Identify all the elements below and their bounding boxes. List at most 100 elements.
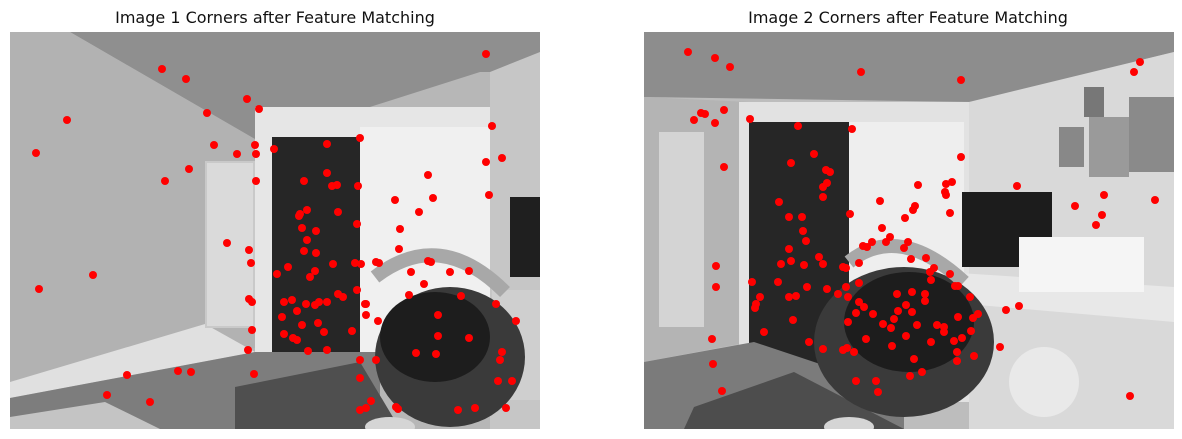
panel-title: Image 1 Corners after Feature Matching bbox=[115, 8, 435, 27]
keypoint-marker bbox=[900, 244, 908, 252]
keypoint-marker bbox=[244, 346, 252, 354]
keypoint-marker bbox=[798, 213, 806, 221]
keypoint-marker bbox=[362, 311, 370, 319]
keypoint-marker bbox=[123, 371, 131, 379]
keypoint-marker bbox=[312, 227, 320, 235]
keypoint-marker bbox=[203, 109, 211, 117]
keypoint-marker bbox=[333, 181, 341, 189]
keypoint-marker bbox=[785, 245, 793, 253]
keypoint-marker bbox=[492, 300, 500, 308]
keypoint-marker bbox=[908, 288, 916, 296]
keypoint-marker bbox=[712, 283, 720, 291]
keypoint-marker bbox=[785, 213, 793, 221]
keypoint-marker bbox=[878, 224, 886, 232]
keypoint-marker bbox=[508, 377, 516, 385]
keypoint-marker bbox=[255, 105, 263, 113]
keypoint-marker bbox=[465, 267, 473, 275]
keypoint-marker bbox=[711, 119, 719, 127]
keypoint-marker bbox=[432, 350, 440, 358]
keypoint-marker bbox=[718, 387, 726, 395]
keypoint-marker bbox=[374, 317, 382, 325]
keypoint-marker bbox=[954, 282, 962, 290]
keypoint-marker bbox=[802, 237, 810, 245]
keypoint-marker bbox=[498, 348, 506, 356]
keypoint-marker bbox=[420, 280, 428, 288]
keypoint-marker bbox=[862, 335, 870, 343]
keypoint-marker bbox=[252, 150, 260, 158]
keypoint-marker bbox=[361, 300, 369, 308]
keypoint-marker bbox=[819, 193, 827, 201]
keypoint-marker bbox=[312, 249, 320, 257]
keypoint-marker bbox=[482, 158, 490, 166]
keypoint-marker bbox=[424, 171, 432, 179]
keypoint-marker bbox=[248, 298, 256, 306]
keypoint-marker bbox=[293, 307, 301, 315]
keypoint-marker bbox=[223, 239, 231, 247]
keypoint-marker bbox=[855, 259, 863, 267]
keypoint-marker bbox=[950, 337, 958, 345]
keypoint-marker bbox=[711, 54, 719, 62]
keypoint-marker bbox=[250, 370, 258, 378]
keypoint-marker bbox=[465, 334, 473, 342]
keypoint-marker bbox=[748, 278, 756, 286]
keypoint-marker bbox=[852, 309, 860, 317]
keypoint-marker bbox=[907, 255, 915, 263]
keypoint-marker bbox=[471, 404, 479, 412]
keypoint-marker bbox=[273, 270, 281, 278]
keypoint-marker bbox=[751, 304, 759, 312]
keypoint-marker bbox=[948, 178, 956, 186]
keypoint-marker bbox=[303, 236, 311, 244]
keypoint-marker bbox=[957, 153, 965, 161]
keypoint-marker bbox=[243, 95, 251, 103]
keypoint-marker bbox=[284, 263, 292, 271]
keypoint-marker bbox=[245, 246, 253, 254]
keypoint-marker bbox=[720, 106, 728, 114]
keypoint-marker bbox=[185, 165, 193, 173]
keypoint-marker bbox=[1100, 191, 1108, 199]
keypoint-marker bbox=[320, 328, 328, 336]
keypoint-marker bbox=[760, 328, 768, 336]
keypoint-marker bbox=[933, 321, 941, 329]
keypoint-marker bbox=[434, 311, 442, 319]
keypoint-marker bbox=[954, 313, 962, 321]
keypoint-marker bbox=[300, 177, 308, 185]
keypoint-marker bbox=[356, 406, 364, 414]
keypoint-marker bbox=[966, 293, 974, 301]
keypoint-marker bbox=[394, 405, 402, 413]
keypoint-marker bbox=[247, 259, 255, 267]
keypoint-marker bbox=[323, 169, 331, 177]
image-frame bbox=[644, 32, 1174, 429]
keypoint-marker bbox=[427, 258, 435, 266]
keypoint-marker bbox=[303, 206, 311, 214]
keypoint-marker bbox=[774, 278, 782, 286]
keypoint-marker bbox=[690, 116, 698, 124]
keypoint-marker bbox=[280, 330, 288, 338]
keypoint-marker bbox=[103, 391, 111, 399]
keypoint-marker bbox=[910, 355, 918, 363]
keypoint-marker bbox=[969, 314, 977, 322]
keypoint-marker bbox=[789, 316, 797, 324]
keypoint-marker bbox=[280, 298, 288, 306]
keypoint-marker bbox=[357, 260, 365, 268]
keypoint-marker bbox=[1002, 306, 1010, 314]
keypoint-marker bbox=[293, 336, 301, 344]
keypoint-marker bbox=[498, 154, 506, 162]
keypoint-marker bbox=[375, 259, 383, 267]
keypoint-marker bbox=[787, 257, 795, 265]
keypoint-marker bbox=[304, 347, 312, 355]
keypoint-marker bbox=[278, 313, 286, 321]
keypoint-marker bbox=[63, 116, 71, 124]
keypoint-marker bbox=[868, 238, 876, 246]
keypoint-marker bbox=[888, 342, 896, 350]
keypoint-marker bbox=[819, 260, 827, 268]
keypoint-marker bbox=[958, 334, 966, 342]
keypoint-markers bbox=[684, 48, 1159, 400]
keypoint-marker bbox=[323, 346, 331, 354]
keypoint-marker bbox=[252, 177, 260, 185]
keypoint-marker bbox=[726, 63, 734, 71]
keypoint-marker bbox=[901, 214, 909, 222]
keypoint-marker bbox=[887, 324, 895, 332]
keypoint-marker bbox=[946, 209, 954, 217]
keypoint-marker bbox=[815, 253, 823, 261]
keypoint-marker bbox=[906, 372, 914, 380]
